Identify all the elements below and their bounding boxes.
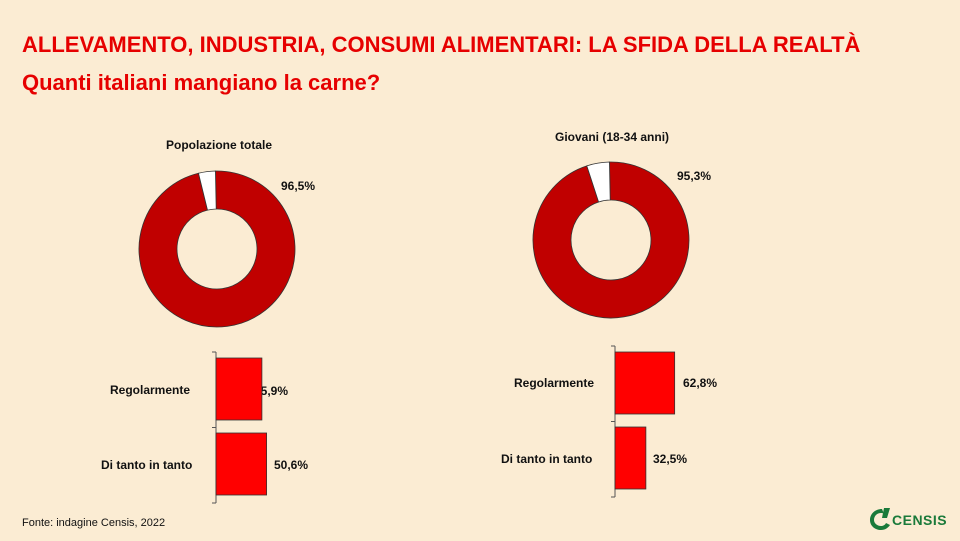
logo-text: CENSIS (892, 512, 948, 528)
bar-young-cat-ditanto: Di tanto in tanto (501, 452, 593, 466)
bar-1 (614, 426, 647, 490)
donut-total-value-label: 96,5% (281, 179, 316, 193)
page-subtitle: Quanti italiani mangiano la carne? (22, 70, 381, 95)
donut-young-title: Giovani (18-34 anni) (555, 130, 670, 144)
censis-logo-icon (870, 508, 890, 530)
bar-total-value-ditanto: 50,6% (274, 458, 309, 472)
donut-slice-main (532, 161, 690, 319)
bar-0 (215, 357, 263, 421)
bar-young-value-ditanto: 32,5% (653, 452, 688, 466)
donut-total (138, 170, 296, 328)
donut-young (532, 161, 690, 319)
donut-young-value-label: 95,3% (677, 169, 712, 183)
bar-young-value-regolarmente: 62,8% (683, 376, 718, 390)
bar-young-cat-regolarmente: Regolarmente (514, 376, 595, 390)
bar-total-cat-ditanto: Di tanto in tanto (101, 458, 193, 472)
donut-slice-rest (586, 161, 611, 203)
bar-0 (614, 351, 676, 415)
bar-1 (215, 432, 267, 496)
bar-total-value-regolarmente: 45,9% (254, 384, 289, 398)
bars-young (611, 345, 676, 498)
donut-total-title: Popolazione totale (166, 138, 273, 152)
bars-total (212, 351, 267, 504)
donut-slice-main (138, 170, 296, 328)
page-title: ALLEVAMENTO, INDUSTRIA, CONSUMI ALIMENTA… (22, 32, 861, 57)
donut-slice-rest (197, 170, 217, 211)
source-note: Fonte: indagine Censis, 2022 (22, 517, 166, 529)
bar-total-cat-regolarmente: Regolarmente (110, 383, 191, 397)
